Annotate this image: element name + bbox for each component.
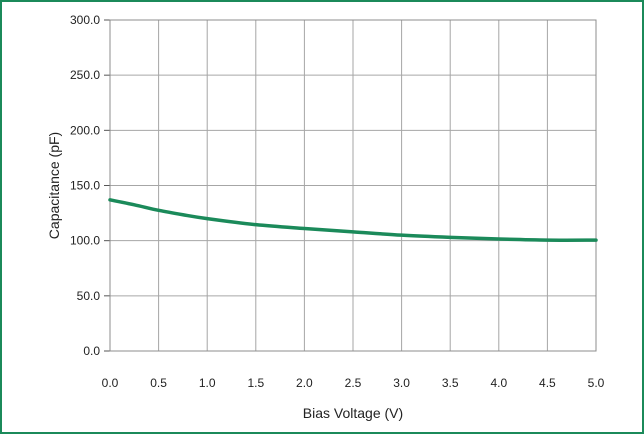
- tick-labels: 0.0 0.5 1.0 1.5 2.0 2.5 3.0 3.5 4.0 4.5 5.0 0.0 50.0…: [70, 13, 605, 390]
- x-tick-label: 1.0: [199, 376, 216, 390]
- y-tick-label: 0.0: [83, 344, 100, 358]
- y-tick-label: 250.0: [70, 68, 100, 82]
- y-axis-label: Capacitance (pF): [46, 132, 62, 239]
- y-tick-label: 200.0: [70, 123, 100, 137]
- series-line-0: [108, 198, 598, 242]
- grid: [109, 19, 597, 352]
- x-tick-label: 4.5: [539, 376, 556, 390]
- x-axis-label: Bias Voltage (V): [303, 405, 403, 421]
- x-tick-label: 3.5: [442, 376, 459, 390]
- x-tick-label: 2.0: [296, 376, 313, 390]
- x-tick-label: 0.0: [102, 376, 119, 390]
- axes: [104, 19, 597, 352]
- x-tick-label: 2.5: [345, 376, 362, 390]
- series-layer: [108, 198, 598, 242]
- x-tick-label: 5.0: [588, 376, 605, 390]
- y-tick-label: 50.0: [77, 289, 101, 303]
- x-tick-label: 1.5: [247, 376, 264, 390]
- x-tick-label: 4.0: [490, 376, 507, 390]
- y-tick-label: 300.0: [70, 13, 100, 27]
- y-tick-label: 100.0: [70, 234, 100, 248]
- y-tick-label: 150.0: [70, 179, 100, 193]
- x-tick-label: 3.0: [393, 376, 410, 390]
- x-tick-label: 0.5: [150, 376, 167, 390]
- plot-area-border: [109, 19, 597, 352]
